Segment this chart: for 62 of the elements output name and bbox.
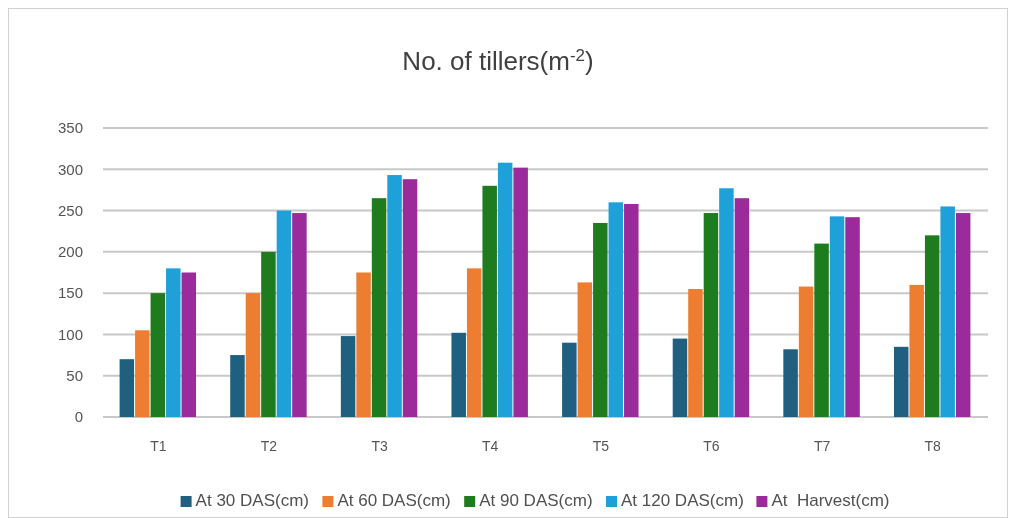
bar xyxy=(387,175,402,417)
x-tick-label: T6 xyxy=(703,438,720,454)
bar xyxy=(577,282,593,417)
bar xyxy=(245,293,261,417)
bar xyxy=(230,355,245,417)
bar xyxy=(783,349,798,417)
bar xyxy=(593,222,608,417)
bar xyxy=(688,289,703,417)
bar xyxy=(562,342,577,417)
y-tick-label: 350 xyxy=(57,119,83,137)
bar xyxy=(181,272,197,417)
bar xyxy=(798,286,814,417)
y-tick-label: 150 xyxy=(57,284,83,302)
x-tick-label: T2 xyxy=(260,438,278,454)
x-tick-label: T1 xyxy=(150,438,167,454)
bar xyxy=(845,217,860,417)
x-tick-label: T7 xyxy=(813,438,831,454)
bar xyxy=(734,198,750,417)
y-tick-label: 200 xyxy=(57,243,83,261)
bar xyxy=(356,272,371,417)
bar xyxy=(402,179,418,417)
bar xyxy=(371,198,387,417)
bar xyxy=(276,210,292,417)
bar xyxy=(466,268,482,417)
bar xyxy=(482,185,497,417)
y-tick-label: 250 xyxy=(57,201,83,219)
legend-label: At 120 DAS(cm) xyxy=(621,491,744,510)
bar xyxy=(451,332,466,417)
y-tick-label: 0 xyxy=(74,408,83,426)
bar xyxy=(340,336,356,417)
bar xyxy=(703,213,719,417)
y-tick-label: 100 xyxy=(57,325,83,343)
x-tick-label: T4 xyxy=(482,438,499,454)
bar xyxy=(940,206,955,417)
x-tick-label: T8 xyxy=(924,438,942,454)
y-tick-label: 50 xyxy=(66,366,83,384)
chart-title: No. of tillers(m$^{-2}$) xyxy=(402,45,594,76)
bar xyxy=(924,235,940,417)
bar xyxy=(261,251,276,417)
bar xyxy=(672,338,688,417)
bar xyxy=(166,268,181,417)
bar xyxy=(719,188,734,417)
bar xyxy=(150,293,166,417)
bar xyxy=(135,330,150,417)
bar xyxy=(513,167,528,417)
y-tick-label: 300 xyxy=(57,160,83,178)
bar xyxy=(955,213,971,417)
bar xyxy=(292,213,307,417)
bar xyxy=(624,203,639,417)
x-tick-label: T3 xyxy=(371,438,388,454)
bar xyxy=(829,216,845,417)
bar xyxy=(893,346,909,417)
legend-label: At 60 DAS(cm) xyxy=(337,491,451,510)
bar xyxy=(608,202,624,417)
legend-label: At 30 DAS(cm) xyxy=(195,491,309,510)
bar xyxy=(119,359,135,417)
bar xyxy=(497,162,513,417)
bar xyxy=(814,243,829,417)
legend-label: At 90 DAS(cm) xyxy=(479,491,593,510)
legend-label: At Harvest(cm) xyxy=(771,491,890,510)
bar xyxy=(909,284,924,417)
x-tick-label: T5 xyxy=(592,438,610,454)
